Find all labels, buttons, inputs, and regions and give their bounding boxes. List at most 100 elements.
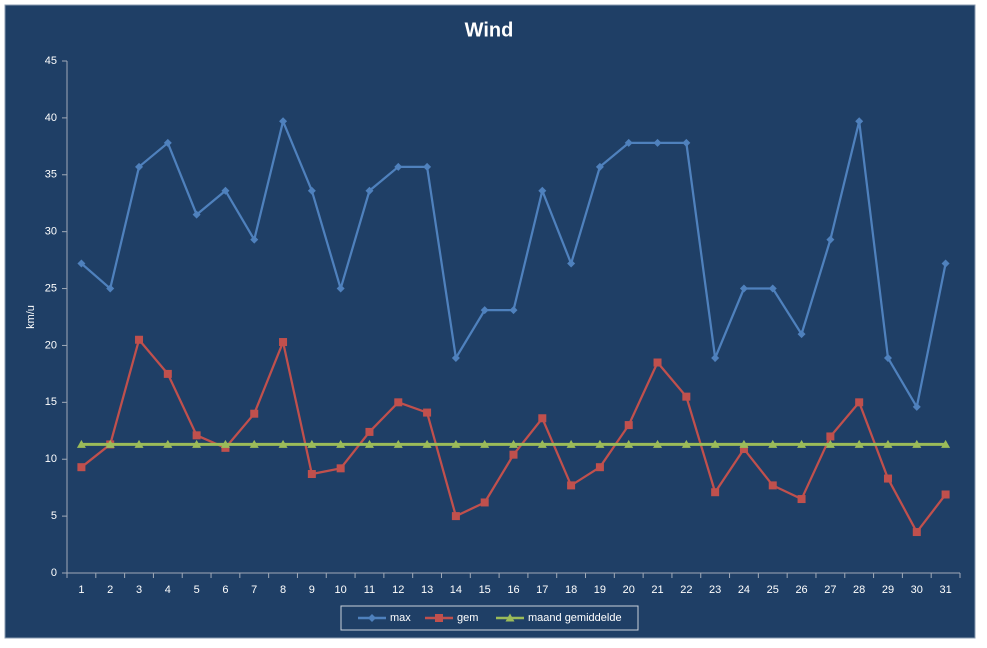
x-tick-label: 15	[479, 584, 491, 596]
data-point	[364, 439, 374, 448]
data-point	[653, 358, 662, 367]
y-tick-label: 10	[45, 453, 57, 465]
data-point	[134, 439, 144, 448]
data-point	[681, 439, 691, 448]
data-point	[250, 235, 259, 244]
x-tick-label: 14	[450, 584, 462, 596]
data-point	[135, 335, 144, 344]
data-point	[567, 259, 576, 268]
x-tick-label: 26	[795, 584, 807, 596]
x-tick-label: 25	[767, 584, 779, 596]
data-point	[883, 353, 892, 362]
data-point	[567, 481, 576, 490]
data-point	[538, 414, 547, 423]
x-tick-label: 7	[251, 584, 257, 596]
data-point	[624, 138, 633, 147]
data-point	[624, 439, 634, 448]
legend-box	[340, 605, 639, 631]
data-point	[365, 186, 374, 195]
x-tick-label: 27	[824, 584, 836, 596]
data-point	[509, 450, 518, 459]
data-point	[278, 439, 288, 448]
data-point	[797, 439, 807, 448]
data-point	[941, 259, 950, 268]
data-point	[768, 439, 778, 448]
data-point	[393, 439, 403, 448]
data-point	[249, 439, 259, 448]
data-point	[797, 495, 806, 504]
x-tick-label: 13	[421, 584, 433, 596]
data-point	[279, 117, 288, 126]
x-tick-label: 6	[222, 584, 228, 596]
data-point	[826, 235, 835, 244]
data-point	[711, 353, 720, 362]
data-point	[711, 488, 720, 497]
data-point	[480, 306, 489, 315]
data-point	[826, 432, 835, 441]
y-tick-label: 25	[45, 282, 57, 294]
data-point	[538, 186, 547, 195]
y-tick-label: 0	[51, 567, 57, 579]
x-tick-label: 4	[165, 584, 171, 596]
data-point	[739, 439, 749, 448]
data-point	[163, 138, 172, 147]
x-tick-label: 9	[309, 584, 315, 596]
data-point	[537, 439, 547, 448]
data-point	[797, 330, 806, 339]
data-point	[365, 427, 374, 436]
x-tick-label: 10	[335, 584, 347, 596]
x-tick-label: 30	[911, 584, 923, 596]
y-tick-label: 15	[45, 396, 57, 408]
data-point	[394, 398, 403, 407]
data-point	[422, 439, 432, 448]
data-point	[883, 474, 892, 483]
data-point	[855, 117, 864, 126]
data-point	[451, 353, 460, 362]
x-tick-label: 22	[680, 584, 692, 596]
data-point	[912, 439, 922, 448]
x-tick-label: 16	[507, 584, 519, 596]
data-point	[624, 421, 633, 430]
data-point	[192, 439, 202, 448]
data-point	[105, 439, 115, 448]
data-point	[682, 392, 691, 401]
data-point	[682, 138, 691, 147]
data-point	[480, 498, 489, 507]
legend-label: max	[390, 612, 411, 624]
data-point	[163, 369, 172, 378]
data-point	[76, 439, 86, 448]
data-point	[941, 490, 950, 499]
data-point	[192, 431, 201, 440]
data-point	[710, 439, 720, 448]
y-tick-label: 40	[45, 112, 57, 124]
data-point	[566, 439, 576, 448]
y-tick-label: 30	[45, 226, 57, 238]
y-tick-label: 20	[45, 339, 57, 351]
data-point	[336, 439, 346, 448]
x-tick-label: 19	[594, 584, 606, 596]
legend-label: maand gemiddelde	[528, 612, 622, 624]
data-point	[221, 186, 230, 195]
y-axis-label: km/u	[25, 305, 37, 329]
data-point	[106, 284, 115, 293]
data-point	[653, 138, 662, 147]
data-point	[307, 186, 316, 195]
y-tick-label: 35	[45, 169, 57, 181]
data-point	[336, 284, 345, 293]
x-tick-label: 29	[882, 584, 894, 596]
data-point	[336, 464, 345, 473]
x-tick-label: 3	[136, 584, 142, 596]
x-tick-label: 17	[536, 584, 548, 596]
legend-marker	[435, 614, 443, 622]
x-tick-label: 28	[853, 584, 865, 596]
x-tick-label: 2	[107, 584, 113, 596]
x-tick-label: 18	[565, 584, 577, 596]
legend-marker	[368, 614, 376, 622]
data-point	[768, 481, 777, 490]
x-tick-label: 1	[78, 584, 84, 596]
x-tick-label: 8	[280, 584, 286, 596]
data-point	[77, 463, 86, 472]
data-point	[941, 439, 951, 448]
data-point	[480, 439, 490, 448]
